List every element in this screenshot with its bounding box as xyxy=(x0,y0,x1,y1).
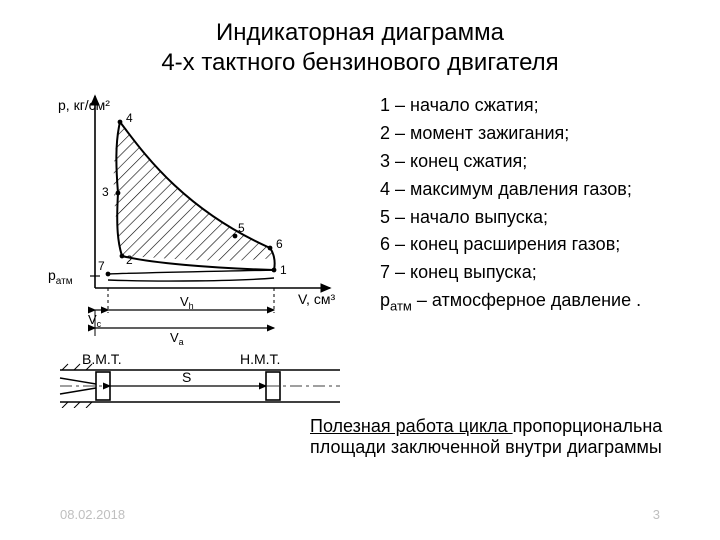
pt-1: 1 xyxy=(280,263,287,277)
patm-label: р xyxy=(48,267,56,283)
svg-text:Va: Va xyxy=(170,330,184,347)
legend-item-4: 4 – максимум давления газов; xyxy=(380,176,641,204)
stroke-S: S xyxy=(182,369,191,385)
legend-item-6: 6 – конец расширения газов; xyxy=(380,231,641,259)
legend-item-5: 5 – начало выпуска; xyxy=(380,204,641,232)
curve-exhaust xyxy=(108,270,274,274)
curve-intake xyxy=(108,278,274,281)
bmt-label: В.М.Т. xyxy=(82,351,122,367)
patm-sub: атм xyxy=(56,276,73,287)
svg-text:Vc: Vc xyxy=(88,312,102,329)
content-row: р, кг/см² V, см³ ратм xyxy=(0,88,720,408)
legend: 1 – начало сжатия; 2 – момент зажигания;… xyxy=(380,88,641,408)
page-title: Индикаторная диаграмма 4-х тактного бенз… xyxy=(0,0,720,78)
svg-text:Vh: Vh xyxy=(180,294,194,311)
pt-6: 6 xyxy=(276,237,283,251)
pt-2: 2 xyxy=(126,253,133,267)
svg-text:ратм: ратм xyxy=(48,267,73,287)
legend-item-7: 7 – конец выпуска; xyxy=(380,259,641,287)
legend-item-patm: ратм – атмосферное давление . xyxy=(380,287,641,317)
footer-pagenum: 3 xyxy=(653,507,660,522)
legend-item-3: 3 – конец сжатия; xyxy=(380,148,641,176)
indicator-diagram: р, кг/см² V, см³ ратм xyxy=(40,88,360,408)
footer-note: Полезная работа цикла пропорциональна пл… xyxy=(310,416,720,458)
legend-item-2: 2 – момент зажигания; xyxy=(380,120,641,148)
legend-item-1: 1 – начало сжатия; xyxy=(380,92,641,120)
footer-date: 08.02.2018 xyxy=(60,507,125,522)
pt-3: 3 xyxy=(102,185,109,199)
pt-7: 7 xyxy=(98,259,105,273)
title-line-2: 4-х тактного бензинового двигателя xyxy=(161,49,558,76)
pt-4: 4 xyxy=(126,111,133,125)
nmt-label: Н.М.Т. xyxy=(240,351,280,367)
title-line-1: Индикаторная диаграмма xyxy=(216,19,504,46)
work-area xyxy=(114,122,274,261)
x-axis-label: V, см³ xyxy=(298,291,335,307)
pt-5: 5 xyxy=(238,221,245,235)
y-axis-label: р, кг/см² xyxy=(58,97,110,113)
